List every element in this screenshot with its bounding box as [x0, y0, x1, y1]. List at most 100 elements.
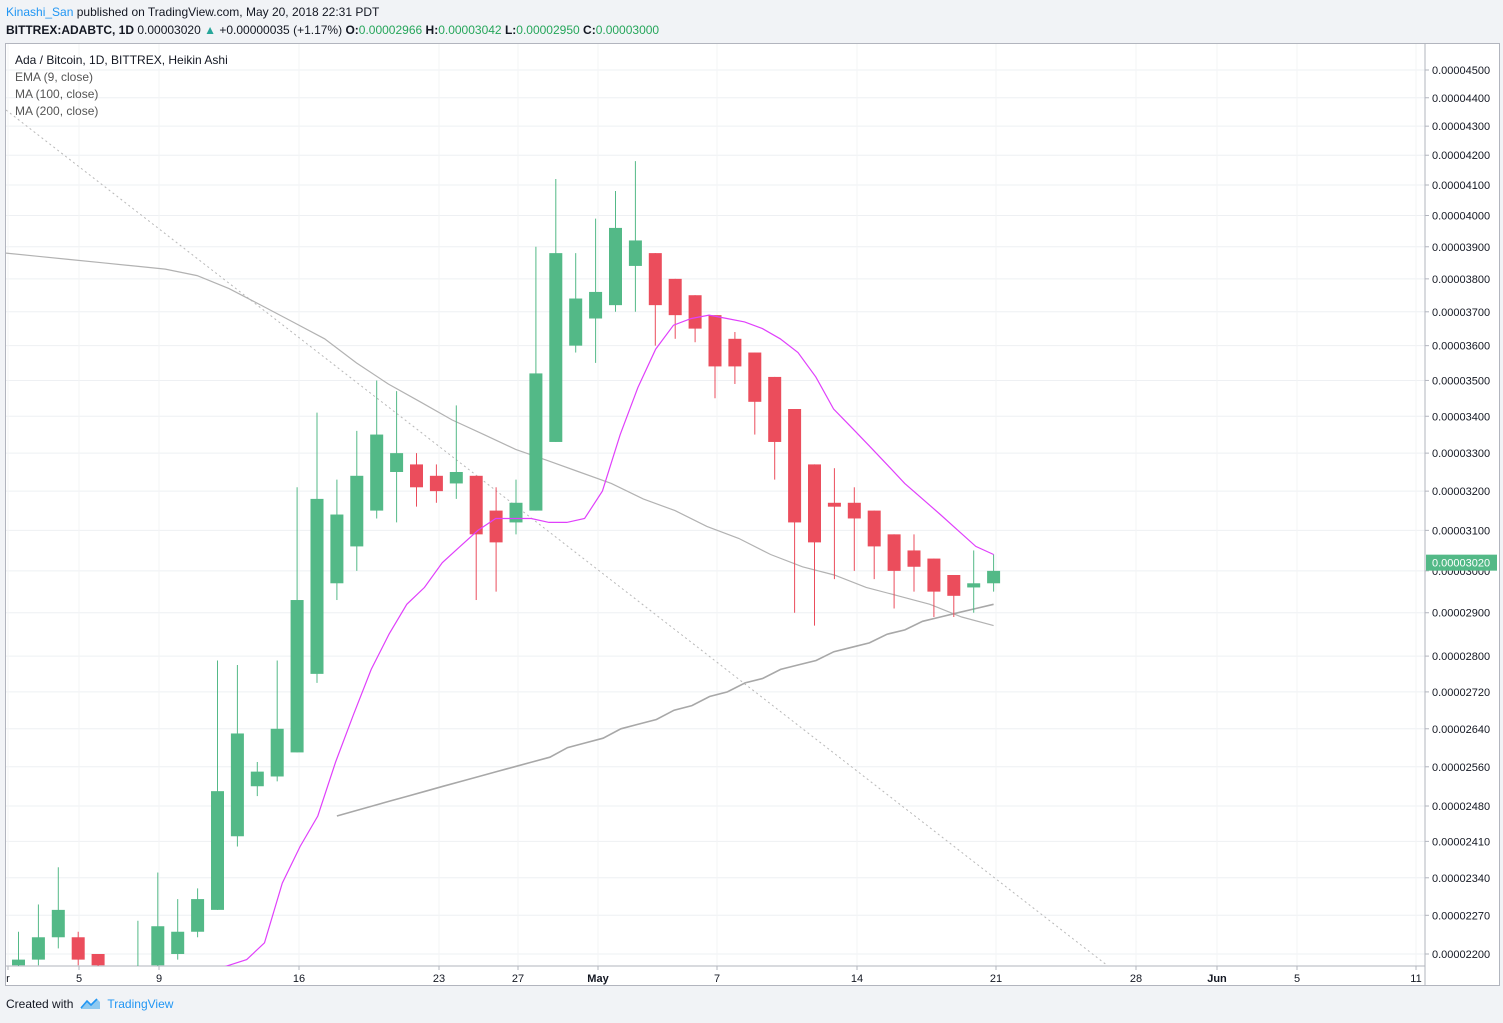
author-link[interactable]: Kinashi_San — [6, 5, 74, 19]
candle-body-35 — [708, 315, 722, 367]
price-change: +0.00000035 (+1.17%) — [219, 23, 343, 37]
last-price: 0.00003020 — [137, 23, 201, 37]
candle-body-38 — [768, 376, 782, 442]
candle-body-0 — [12, 959, 25, 966]
price-tick-label-12: 0.00003300 — [1432, 448, 1490, 460]
price-tick-label-7: 0.00003800 — [1432, 274, 1490, 286]
time-tick-label-4: 23 — [433, 973, 445, 985]
candle-body-41 — [827, 502, 841, 507]
price-tick-label-0: 0.00004500 — [1432, 65, 1490, 77]
price-tick-label-8: 0.00003700 — [1432, 307, 1490, 319]
ema9-line — [224, 314, 994, 966]
candle-body-46 — [927, 558, 941, 592]
price-tick-label-21: 0.00002480 — [1432, 801, 1490, 813]
candle-body-42 — [847, 502, 861, 519]
high-label: H: — [425, 23, 439, 37]
candle-body-39 — [788, 409, 802, 523]
time-tick-label-3: 16 — [293, 973, 305, 985]
last-price-tag — [1426, 554, 1497, 571]
tradingview-logo-icon — [80, 998, 101, 1009]
price-tick-label-23: 0.00002340 — [1432, 873, 1490, 885]
publish-info: published on TradingView.com, May 20, 20… — [76, 5, 380, 19]
close-value: 0.00003000 — [595, 23, 660, 37]
time-tick-label-11: Jun — [1207, 973, 1227, 985]
candle-body-34 — [688, 295, 702, 329]
symbol-quote-line: BITTREX:ADABTC, 1D 0.00003020 ▲ +0.00000… — [6, 22, 659, 38]
candle-body-28 — [569, 298, 583, 346]
tradingview-brand-text: TradingView — [107, 997, 174, 1011]
candle-body-12 — [250, 771, 264, 787]
publish-header: Kinashi_San published on TradingView.com… — [6, 4, 379, 20]
time-tick-label-12: 5 — [1294, 973, 1300, 985]
time-tick-label-9: 21 — [990, 973, 1002, 985]
chart-legend: Ada / Bitcoin, 1D, BITTREX, Heikin Ashi … — [15, 52, 228, 120]
candle-body-36 — [728, 338, 742, 367]
candle-body-32 — [648, 253, 662, 306]
candle-body-18 — [370, 434, 384, 511]
open-value: 0.00002966 — [358, 23, 423, 37]
created-with-label: Created with — [6, 997, 74, 1011]
price-tick-label-18: 0.00002720 — [1432, 687, 1490, 699]
tradingview-brand[interactable]: TradingView — [79, 997, 173, 1011]
ma200-line — [336, 603, 994, 817]
candle-body-14 — [290, 600, 304, 753]
candle-body-29 — [589, 291, 603, 319]
price-tick-label-5: 0.00004000 — [1432, 210, 1490, 222]
candle-body-31 — [628, 240, 642, 266]
trend-line-drawing — [6, 109, 1109, 966]
candle-body-44 — [887, 534, 901, 571]
candle-body-30 — [609, 227, 622, 306]
candle-body-20 — [410, 464, 423, 488]
candle-body-45 — [907, 550, 921, 567]
candle-body-3 — [71, 937, 85, 960]
price-tick-label-13: 0.00003200 — [1432, 486, 1490, 498]
price-tick-label-11: 0.00003400 — [1432, 411, 1490, 423]
candle-body-13 — [270, 728, 284, 777]
low-label: L: — [504, 23, 517, 37]
candle-body-27 — [549, 253, 563, 442]
price-tick-label-19: 0.00002640 — [1432, 724, 1490, 736]
price-tick-label-14: 0.00003100 — [1432, 525, 1490, 537]
candle-body-21 — [429, 475, 443, 492]
candle-body-48 — [967, 583, 981, 588]
candle-body-40 — [808, 464, 821, 543]
candle-body-7 — [151, 926, 165, 966]
price-tick-label-6: 0.00003900 — [1432, 242, 1490, 254]
up-arrow-icon: ▲ — [204, 23, 216, 37]
candle-body-49 — [987, 570, 1001, 584]
price-tick-label-1: 0.00004400 — [1432, 93, 1490, 105]
price-tick-label-9: 0.00003600 — [1432, 341, 1490, 353]
last-price-tag-label: 0.00003020 — [1432, 558, 1490, 570]
chart-frame[interactable] — [5, 43, 1500, 986]
candle-body-47 — [947, 574, 961, 596]
open-label: O: — [345, 23, 359, 37]
candle-body-1 — [31, 937, 45, 960]
high-value: 0.00003042 — [438, 23, 502, 37]
price-tick-label-16: 0.00002900 — [1432, 608, 1490, 620]
price-tick-label-25: 0.00002200 — [1432, 949, 1490, 961]
legend-ma100[interactable]: MA (100, close) — [15, 87, 99, 101]
price-tick-label-3: 0.00004200 — [1432, 150, 1490, 162]
candle-body-10 — [211, 791, 224, 910]
candle-body-33 — [668, 278, 682, 316]
time-tick-label-2: 9 — [156, 973, 162, 985]
candle-body-9 — [191, 899, 205, 932]
time-tick-label-13: 11 — [1410, 973, 1421, 985]
candle-body-4 — [91, 954, 105, 966]
candle-body-22 — [449, 471, 463, 484]
time-tick-label-5: 27 — [512, 973, 524, 985]
price-tick-label-17: 0.00002800 — [1432, 651, 1490, 663]
candle-body-17 — [350, 475, 364, 547]
price-tick-label-24: 0.00002270 — [1432, 910, 1490, 922]
legend-ma200[interactable]: MA (200, close) — [15, 104, 99, 118]
low-value: 0.00002950 — [516, 23, 580, 37]
price-tick-label-22: 0.00002410 — [1432, 836, 1490, 848]
time-tick-label-0: r — [6, 973, 10, 985]
price-tick-label-4: 0.00004100 — [1432, 180, 1490, 192]
time-tick-label-1: 5 — [76, 973, 82, 985]
legend-ema[interactable]: EMA (9, close) — [15, 70, 94, 84]
time-tick-label-8: 14 — [851, 973, 863, 985]
candle-body-23 — [469, 475, 483, 535]
candle-body-2 — [51, 909, 65, 938]
